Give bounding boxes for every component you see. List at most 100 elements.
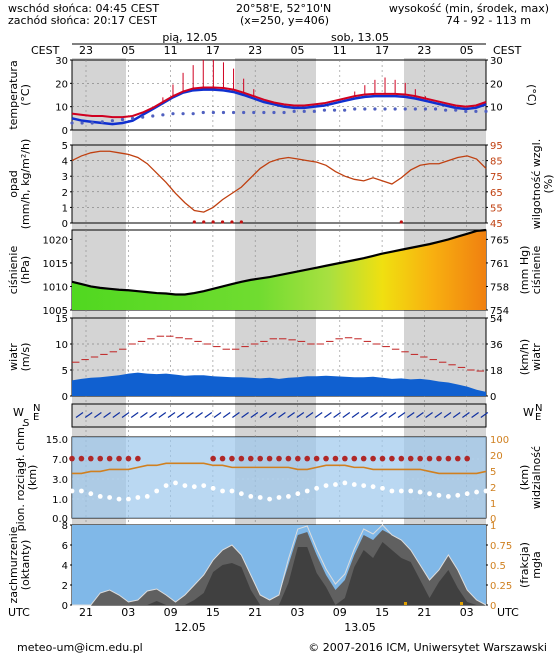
top-hour-label: 23: [248, 44, 262, 57]
grid-point-text: (x=250, y=406): [240, 14, 330, 27]
dewpoint-point: [433, 107, 438, 111]
dewpoint-point: [353, 107, 357, 111]
visibility-axis-label: widzialność: [530, 446, 543, 509]
altitude-values: 74 - 92 - 113 m: [445, 14, 531, 27]
sunrise-text: wschód słońca: 04:45 CEST: [8, 2, 160, 15]
wind-direction-arrow: [186, 412, 194, 418]
wind-direction-arrow: [167, 412, 176, 418]
y-tick-left: 1005: [43, 306, 68, 317]
dewpoint-point: [292, 109, 296, 113]
cloud-base-point: [116, 496, 122, 502]
y-tick-left: 2: [62, 581, 68, 592]
dewpoint-point: [90, 121, 94, 125]
y-tick-left: 6: [62, 541, 68, 552]
y-tick-left: 7.0: [52, 455, 68, 466]
top-hour-label: 17: [206, 44, 220, 57]
top-hour-label: 05: [460, 44, 474, 57]
wind-direction-arrow: [140, 412, 148, 418]
wind-direction-arrow: [94, 412, 102, 418]
cloud-extent-axis-label: pion. rozciągł. chm.: [14, 424, 27, 532]
copyright-text: © 2007-2016 ICM, Uniwersytet Warszawski: [308, 641, 547, 654]
cloud-top-point: [454, 455, 461, 462]
bottom-hour-label: 03: [291, 606, 305, 619]
wind-direction-arrow: [158, 412, 167, 418]
cloud-base-point: [445, 494, 451, 499]
bottom-date2-label: 13.05: [344, 621, 376, 634]
dewpoint-point: [110, 119, 114, 123]
dewpoint-point: [252, 110, 256, 115]
cloud-top-point: [285, 455, 292, 462]
cloud-base-point: [474, 489, 479, 495]
contact-email[interactable]: meteo-um@icm.edu.pl: [17, 641, 143, 654]
wind-direction-arrow: [388, 412, 397, 418]
y-tick-left: 0: [62, 219, 68, 230]
precip-point: [192, 220, 196, 224]
cloud-base-point: [79, 488, 84, 494]
cloud-top-point: [445, 455, 452, 462]
y-tick-right: 758: [490, 282, 509, 293]
temperature-axis-label: (°C): [19, 84, 32, 106]
cloud-base-point: [333, 482, 338, 487]
cloud-base-point: [220, 488, 225, 494]
top-hour-label: 11: [333, 44, 347, 57]
y-tick-right: 5: [490, 467, 496, 478]
visibility-axis-label: (km): [518, 465, 531, 491]
bottom-hour-label: 09: [333, 606, 347, 619]
y-tick-right: 55: [490, 203, 503, 214]
dewpoint-point: [302, 109, 306, 113]
top-hour-label: 11: [164, 44, 178, 57]
wind-direction-arrow: [84, 412, 93, 418]
cloud-base-point: [173, 480, 178, 486]
cloud-base-point: [361, 483, 367, 488]
y-tick-right: 0: [490, 514, 496, 525]
wind-direction-arrow: [406, 412, 415, 418]
y-tick-left: 4: [62, 157, 68, 168]
wind-direction-arrow: [425, 412, 433, 418]
wind-direction-arrow: [222, 412, 231, 418]
dewpoint-point: [130, 116, 135, 120]
cloud-top-point: [135, 455, 141, 462]
y-tick-right: 0.5: [490, 561, 506, 572]
dewpoint-point: [221, 110, 226, 115]
dewpoint-point: [312, 109, 316, 113]
cloud-base-point: [97, 494, 103, 499]
cloud-cover-axis-label: (oktanty): [19, 540, 32, 591]
y-tick-right: 1: [490, 499, 496, 510]
y-tick-right: 54: [490, 314, 503, 325]
y-tick-left: 8: [62, 521, 68, 532]
temperature-axis-label: temperatura: [7, 60, 20, 129]
fog-marker: [460, 602, 463, 605]
cloud-top-point: [106, 455, 113, 462]
cloud-base-point: [323, 483, 329, 488]
y-tick-left: 3.0: [52, 475, 68, 486]
dewpoint-point: [332, 108, 337, 112]
cloud-base-point: [464, 491, 470, 497]
cloud-top-point: [276, 455, 282, 462]
night-band: [235, 58, 316, 605]
humidity-axis-label: (%): [542, 174, 555, 193]
cloud-base-point: [267, 496, 272, 502]
dewpoint-point: [100, 120, 104, 124]
y-tick-right: 0: [490, 392, 496, 403]
cloud-base-point: [408, 488, 414, 494]
cloud-base-point: [182, 483, 188, 488]
cloud-top-point: [464, 455, 470, 462]
night-band: [404, 58, 486, 605]
cloud-base-point: [286, 494, 291, 499]
dewpoint-point: [444, 108, 448, 112]
cloud-base-point: [304, 488, 310, 494]
cloud-base-point: [201, 483, 207, 488]
cloud-low-area: [72, 542, 486, 605]
wind-direction-arrow: [360, 412, 369, 418]
wind-direction-arrow: [351, 412, 360, 418]
y-tick-right: 761: [490, 259, 509, 270]
wind-direction-arrow: [452, 412, 461, 418]
cloud-top-point: [219, 455, 226, 462]
dewpoint-point: [151, 114, 155, 118]
cloud-base-point: [455, 492, 461, 498]
bottom-hour-label: 09: [164, 606, 178, 619]
dewpoint-point: [373, 107, 377, 111]
wind-area: [72, 372, 486, 396]
